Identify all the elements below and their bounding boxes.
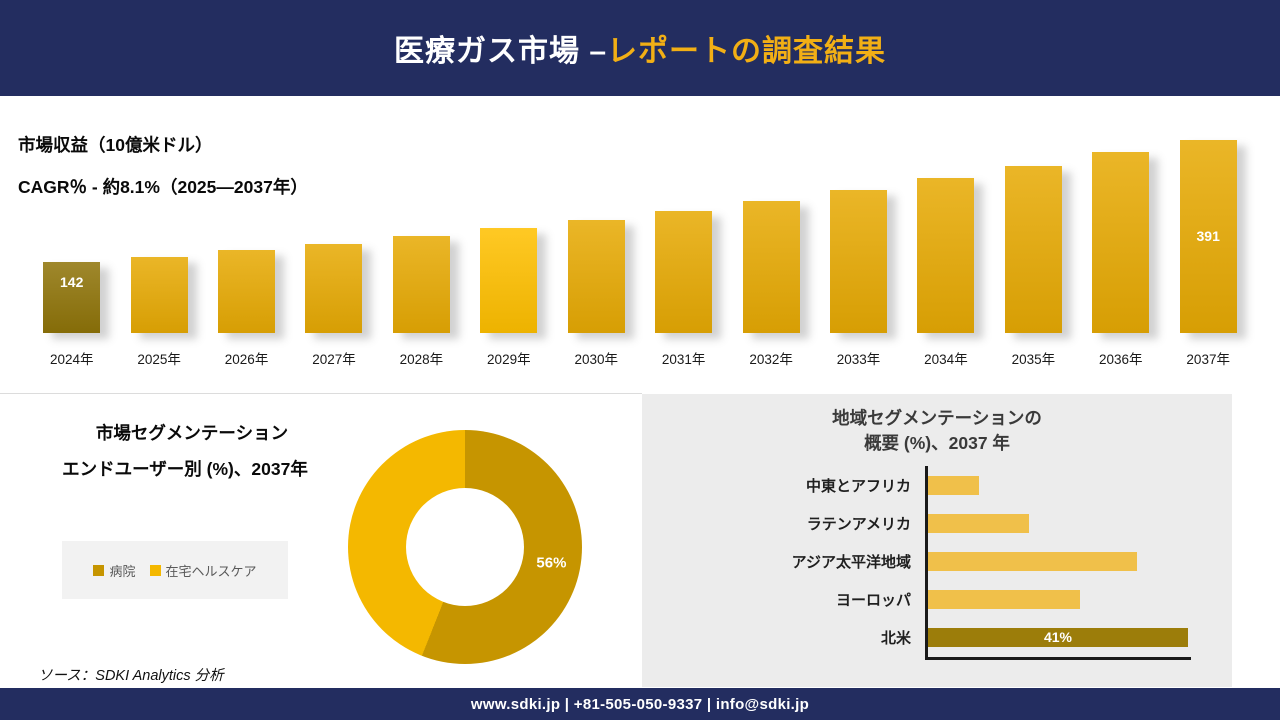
axis-tick-label: 2037年 xyxy=(1186,352,1230,367)
region-axis-vertical xyxy=(925,466,928,659)
revenue-bar-group: 2031年 xyxy=(640,140,727,368)
legend-label: 在宅ヘルスケア xyxy=(165,563,257,579)
revenue-bar xyxy=(742,201,800,333)
axis-tick-label: 2036年 xyxy=(1099,352,1143,367)
axis-tick-label: 2034年 xyxy=(924,352,968,367)
revenue-cagr-label: CAGR％ - 約8.1%（2025―2037年） xyxy=(18,177,308,197)
revenue-bar-group: 2026年 xyxy=(203,140,290,368)
axis-tick-label: 2032年 xyxy=(749,352,793,367)
revenue-bar-group: 2030年 xyxy=(553,140,640,368)
revenue-bar xyxy=(655,211,713,333)
region-bar xyxy=(928,513,1029,533)
region-row: 北米 41% xyxy=(654,618,1188,656)
region-category-label: 北米 xyxy=(880,629,911,647)
region-row: ヨーロッパ xyxy=(654,580,1188,618)
axis-tick-label: 2029年 xyxy=(487,352,531,367)
region-bar: 41% xyxy=(928,627,1188,647)
revenue-bar xyxy=(305,244,363,333)
footer-contact: www.sdki.jp | +81-505-050-9337 | info@sd… xyxy=(470,695,810,713)
region-bar xyxy=(928,589,1080,609)
segmentation-title: 市場セグメンテーション xyxy=(95,423,289,443)
legend-item: 病院 xyxy=(93,561,136,580)
axis-tick-label: 2025年 xyxy=(137,352,181,367)
page-title-main: 医療ガス市場 – xyxy=(393,35,608,68)
region-bar-chart: 中東とアフリカ ラテンアメリカアジア太平洋地域ヨーロッパ北米 41% xyxy=(654,466,1188,656)
header-banner: 医療ガス市場 –レポートの調査結果 xyxy=(0,0,1280,96)
bar-value-label: 142 xyxy=(60,274,84,290)
region-category-label: ラテンアメリカ xyxy=(806,515,911,533)
revenue-bar xyxy=(1004,166,1062,333)
revenue-bar-group: 2036年 xyxy=(1077,140,1164,368)
region-axis-horizontal xyxy=(925,657,1191,660)
axis-tick-label: 2024年 xyxy=(49,352,94,367)
axis-tick-label: 2026年 xyxy=(224,352,269,367)
region-bar xyxy=(928,475,979,495)
donut-hole xyxy=(406,488,524,606)
footer-banner: www.sdki.jp | +81-505-050-9337 | info@sd… xyxy=(0,688,1280,720)
revenue-bar-chart: 142 2024年 2025年 2026年 2027年 2028年 2029年 2030年 20… xyxy=(28,140,1252,368)
source-note: ソース：SDKI Analytics 分析 xyxy=(38,668,224,684)
region-bar xyxy=(928,551,1137,571)
revenue-bar xyxy=(392,236,450,333)
axis-tick-label: 2030年 xyxy=(574,352,619,367)
revenue-bar-group: 2035年 xyxy=(990,140,1077,368)
region-category-label: アジア太平洋地域 xyxy=(791,553,911,571)
donut-chart: 56% xyxy=(348,430,582,664)
region-category-label: ヨーロッパ xyxy=(835,591,911,609)
region-row: 中東とアフリカ xyxy=(654,466,1188,504)
section-divider xyxy=(0,393,642,394)
revenue-bar xyxy=(917,178,975,333)
axis-tick-label: 2031年 xyxy=(661,352,706,367)
revenue-axis-label: 市場収益（10億米ドル） xyxy=(18,135,213,155)
revenue-bar xyxy=(567,220,625,333)
revenue-bar xyxy=(830,190,887,333)
segmentation-subtitle: エンドユーザー別 (%)、2037年 xyxy=(62,459,308,479)
bar-value-label: 391 xyxy=(1196,228,1220,244)
revenue-bar: 391 xyxy=(1179,140,1237,333)
legend-label: 病院 xyxy=(109,563,136,579)
legend-swatch xyxy=(149,564,161,576)
revenue-bar-group: 142 2024年 xyxy=(28,140,115,368)
region-value-label: 41% xyxy=(1043,629,1073,645)
donut-value-label: 56% xyxy=(536,554,567,572)
page-title-accent: レポートの調査結果 xyxy=(607,35,887,68)
region-title-line1: 地域セグメンテーションの xyxy=(832,408,1042,428)
region-row: ラテンアメリカ xyxy=(654,504,1188,542)
page-title: 医療ガス市場 –レポートの調査結果 xyxy=(394,26,886,70)
revenue-bar: 142 xyxy=(43,262,101,333)
revenue-bar xyxy=(480,228,538,333)
axis-tick-label: 2027年 xyxy=(312,352,356,367)
revenue-bar-group: 2025年 xyxy=(115,140,202,368)
region-chart-panel: 地域セグメンテーションの 概要 (%)、2037 年 中東とアフリカ ラテンアメリ… xyxy=(642,394,1232,687)
revenue-bar xyxy=(1092,152,1150,333)
region-title: 地域セグメンテーションの 概要 (%)、2037 年 xyxy=(642,406,1232,457)
revenue-bar-group: 2033年 xyxy=(815,140,902,368)
segmentation-legend: 病院 在宅ヘルスケア xyxy=(62,541,288,599)
revenue-bar-group: 391 2037年 xyxy=(1164,140,1251,368)
revenue-bar-group: 2027年 xyxy=(290,140,377,368)
axis-tick-label: 2035年 xyxy=(1011,352,1056,367)
axis-tick-label: 2033年 xyxy=(836,352,881,367)
revenue-bar-group: 2034年 xyxy=(902,140,989,368)
region-title-line2: 概要 (%)、2037 年 xyxy=(864,433,1010,454)
region-row: アジア太平洋地域 xyxy=(654,542,1188,580)
axis-tick-label: 2028年 xyxy=(399,352,444,367)
revenue-bar-group: 2028年 xyxy=(378,140,465,368)
revenue-bar xyxy=(130,257,188,333)
region-category-label: 中東とアフリカ xyxy=(805,477,911,495)
revenue-bar xyxy=(218,250,276,333)
revenue-bar-group: 2032年 xyxy=(727,140,814,368)
legend-item: 在宅ヘルスケア xyxy=(149,561,257,580)
revenue-bar-group: 2029年 xyxy=(465,140,552,368)
legend-swatch xyxy=(93,564,105,576)
